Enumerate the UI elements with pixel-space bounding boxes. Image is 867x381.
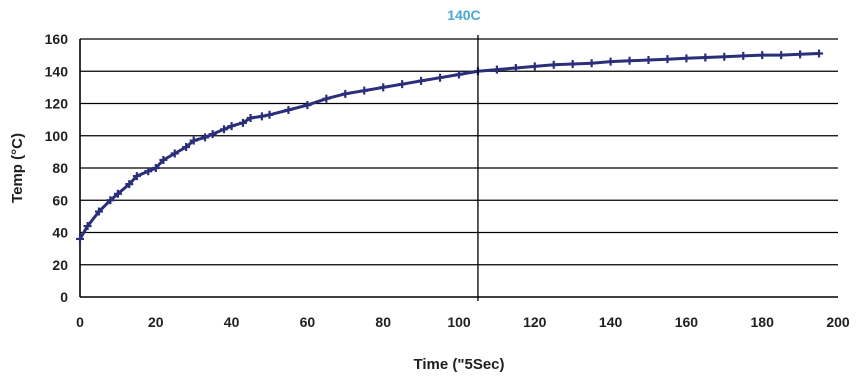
- x-tick-label-80: 80: [375, 314, 391, 330]
- x-tick-label-180: 180: [751, 314, 775, 330]
- data-point: [360, 86, 369, 95]
- data-point: [220, 125, 229, 134]
- data-point: [379, 83, 388, 92]
- data-point: [106, 196, 115, 205]
- data-point: [227, 122, 236, 131]
- x-tick-label-120: 120: [523, 314, 547, 330]
- data-point: [125, 180, 134, 189]
- data-point: [238, 118, 247, 127]
- x-tick-label-200: 200: [826, 314, 850, 330]
- data-point: [492, 65, 501, 74]
- data-point: [83, 222, 92, 231]
- y-tick-label-100: 100: [45, 128, 69, 144]
- x-axis-title: Time ("5Sec): [413, 356, 504, 373]
- data-point: [208, 130, 217, 139]
- data-point: [682, 54, 691, 63]
- y-tick-label-20: 20: [52, 257, 68, 273]
- data-point: [113, 189, 122, 198]
- data-point: [701, 53, 710, 62]
- data-point: [265, 110, 274, 119]
- data-point: [606, 57, 615, 66]
- data-point: [182, 143, 191, 152]
- data-point: [663, 55, 672, 64]
- data-point: [170, 149, 179, 158]
- data-point: [625, 56, 634, 65]
- y-tick-label-60: 60: [52, 192, 68, 208]
- data-point: [76, 234, 84, 243]
- data-point: [815, 49, 824, 58]
- data-point: [568, 59, 577, 68]
- x-tick-label-140: 140: [599, 314, 623, 330]
- y-tick-label-80: 80: [52, 160, 68, 176]
- data-point: [758, 51, 767, 60]
- y-tick-label-120: 120: [45, 96, 69, 112]
- data-point: [549, 60, 558, 69]
- data-point: [257, 112, 266, 121]
- data-point: [303, 101, 312, 110]
- x-tick-label-60: 60: [300, 314, 316, 330]
- axes: [79, 39, 838, 298]
- data-point: [796, 50, 805, 59]
- data-point: [417, 76, 426, 85]
- x-tick-label-0: 0: [76, 314, 84, 330]
- x-tick-label-160: 160: [675, 314, 699, 330]
- series-layer: [76, 49, 824, 243]
- y-axis-title: Temp (°C): [9, 133, 26, 203]
- data-point: [436, 73, 445, 82]
- y-tick-label-140: 140: [45, 63, 69, 79]
- y-tick-label-160: 160: [45, 31, 69, 47]
- data-point: [720, 52, 729, 61]
- data-point: [151, 164, 160, 172]
- data-point: [94, 207, 103, 216]
- data-point: [530, 62, 539, 71]
- y-tick-label-0: 0: [60, 289, 68, 305]
- data-point: [644, 55, 653, 64]
- data-point: [341, 89, 350, 98]
- data-point: [201, 133, 210, 142]
- annotation-label: 140C: [447, 7, 480, 23]
- x-tick-label-100: 100: [447, 314, 471, 330]
- data-point: [159, 155, 168, 164]
- data-point: [189, 136, 198, 145]
- series-line: [78, 52, 820, 240]
- data-point: [132, 172, 141, 181]
- data-point: [144, 167, 153, 176]
- data-point: [398, 80, 407, 89]
- x-tick-label-20: 20: [148, 314, 164, 330]
- data-point: [777, 51, 786, 60]
- x-tick-labels: 0 20 40 60 80 100 120 140 160 180 200: [76, 314, 850, 330]
- y-tick-label-40: 40: [52, 225, 68, 241]
- y-tick-labels: 0 20 40 60 80 100 120 140 160: [45, 31, 69, 305]
- data-point: [587, 59, 596, 68]
- data-point: [455, 70, 463, 79]
- data-point: [246, 114, 255, 123]
- data-point: [511, 64, 520, 73]
- data-point: [739, 51, 748, 60]
- data-point: [284, 105, 293, 114]
- data-point: [322, 94, 331, 103]
- x-tick-label-40: 40: [224, 314, 240, 330]
